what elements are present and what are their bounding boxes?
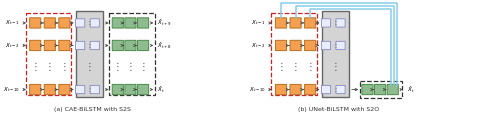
FancyBboxPatch shape [76, 85, 85, 94]
FancyBboxPatch shape [290, 40, 301, 51]
FancyBboxPatch shape [44, 40, 56, 51]
FancyBboxPatch shape [90, 19, 100, 27]
FancyBboxPatch shape [374, 84, 386, 95]
Text: ⋮: ⋮ [113, 62, 122, 72]
FancyBboxPatch shape [304, 40, 316, 51]
FancyBboxPatch shape [290, 18, 301, 28]
FancyBboxPatch shape [336, 19, 345, 27]
FancyBboxPatch shape [276, 40, 286, 51]
Text: ⋮: ⋮ [60, 62, 70, 72]
Text: $X_{t-10}$: $X_{t-10}$ [3, 85, 20, 94]
Text: $X_{t-1}$: $X_{t-1}$ [6, 18, 20, 27]
Text: $X_{t-10}$: $X_{t-10}$ [248, 85, 266, 94]
FancyBboxPatch shape [125, 18, 136, 28]
Text: (a) CAE-BiLSTM with S2S: (a) CAE-BiLSTM with S2S [54, 107, 131, 112]
FancyBboxPatch shape [90, 41, 100, 50]
FancyBboxPatch shape [138, 84, 148, 95]
FancyBboxPatch shape [90, 85, 100, 94]
FancyBboxPatch shape [304, 18, 316, 28]
FancyBboxPatch shape [336, 41, 345, 50]
Text: ⋮: ⋮ [306, 62, 315, 72]
FancyBboxPatch shape [276, 18, 286, 28]
FancyBboxPatch shape [125, 84, 136, 95]
Bar [322, 11, 349, 97]
Text: ⋮: ⋮ [138, 62, 148, 72]
FancyBboxPatch shape [59, 40, 70, 51]
Text: ⋮: ⋮ [45, 62, 54, 72]
Text: ⋮: ⋮ [126, 62, 136, 72]
Text: $X_{t-2}$: $X_{t-2}$ [6, 41, 20, 50]
FancyBboxPatch shape [76, 19, 85, 27]
Bar [26, 13, 71, 95]
FancyBboxPatch shape [44, 18, 56, 28]
Text: $X_{t-2}$: $X_{t-2}$ [251, 41, 266, 50]
FancyBboxPatch shape [387, 84, 398, 95]
FancyBboxPatch shape [322, 19, 330, 27]
FancyBboxPatch shape [30, 18, 41, 28]
FancyBboxPatch shape [322, 41, 330, 50]
FancyBboxPatch shape [336, 85, 345, 94]
Text: $\hat{X}_{t+8}$: $\hat{X}_{t+8}$ [157, 40, 172, 51]
FancyBboxPatch shape [44, 84, 56, 95]
FancyBboxPatch shape [112, 18, 124, 28]
FancyBboxPatch shape [30, 40, 41, 51]
FancyBboxPatch shape [276, 84, 286, 95]
FancyBboxPatch shape [112, 40, 124, 51]
Text: $\hat{X}_{t}$: $\hat{X}_{t}$ [407, 84, 414, 95]
FancyBboxPatch shape [30, 84, 41, 95]
FancyBboxPatch shape [59, 84, 70, 95]
FancyBboxPatch shape [304, 84, 316, 95]
Bar [360, 81, 403, 98]
Bar [76, 11, 103, 97]
Text: $\hat{X}_{t}$: $\hat{X}_{t}$ [157, 84, 165, 95]
FancyBboxPatch shape [322, 85, 330, 94]
Text: $X_{t-1}$: $X_{t-1}$ [251, 18, 266, 27]
Text: (b) UNet-BiLSTM with S2O: (b) UNet-BiLSTM with S2O [298, 107, 380, 112]
FancyBboxPatch shape [362, 84, 373, 95]
FancyBboxPatch shape [125, 40, 136, 51]
FancyBboxPatch shape [290, 84, 301, 95]
FancyBboxPatch shape [138, 18, 148, 28]
Text: ⋮: ⋮ [330, 62, 340, 72]
FancyBboxPatch shape [138, 40, 148, 51]
FancyBboxPatch shape [59, 18, 70, 28]
FancyBboxPatch shape [112, 84, 124, 95]
FancyBboxPatch shape [76, 41, 85, 50]
Bar [109, 13, 154, 95]
Text: ⋮: ⋮ [276, 62, 286, 72]
Text: ⋮: ⋮ [30, 62, 40, 72]
Bar [272, 13, 317, 95]
Text: ⋮: ⋮ [290, 62, 300, 72]
Text: $\hat{X}_{t+9}$: $\hat{X}_{t+9}$ [157, 18, 172, 28]
Text: ⋮: ⋮ [85, 62, 94, 72]
